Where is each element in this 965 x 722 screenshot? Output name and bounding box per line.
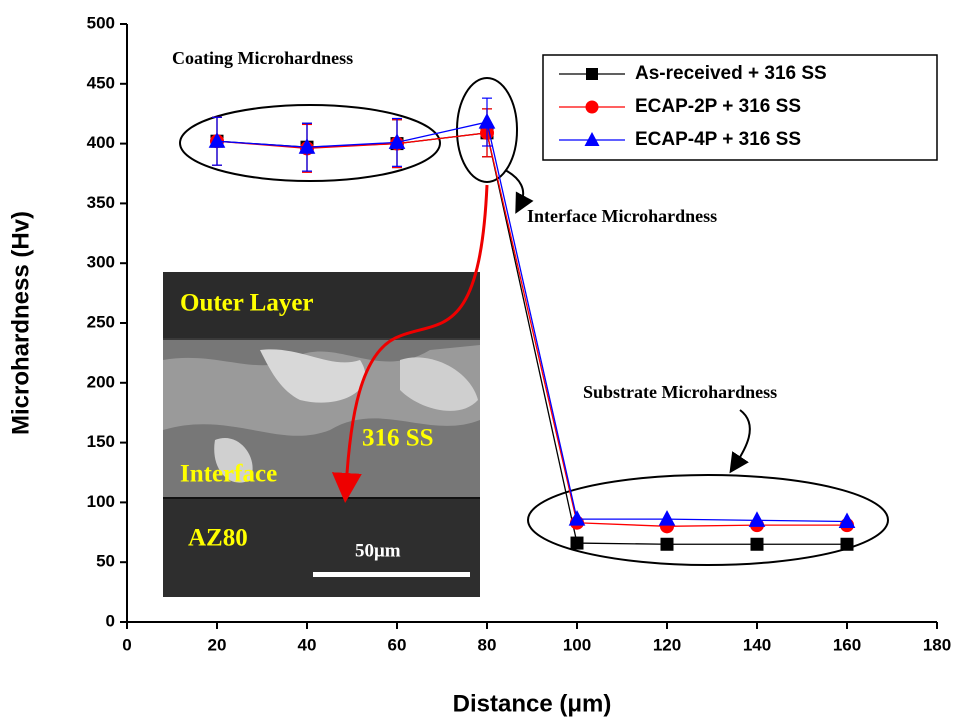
y-tick-label: 250 xyxy=(87,312,115,331)
x-tick-label: 140 xyxy=(743,635,771,654)
x-tick-label: 180 xyxy=(923,635,951,654)
y-tick-label: 300 xyxy=(87,253,115,272)
marker xyxy=(750,512,765,526)
y-tick-label: 400 xyxy=(87,133,115,152)
y-tick-label: 200 xyxy=(87,372,115,391)
x-tick-label: 60 xyxy=(388,635,407,654)
inset-label: AZ80 xyxy=(188,525,248,552)
legend-marker xyxy=(586,68,598,80)
x-tick-label: 0 xyxy=(122,635,131,654)
y-tick-label: 500 xyxy=(87,13,115,32)
marker xyxy=(660,511,675,525)
legend-label: As-received + 316 SS xyxy=(635,63,827,84)
legend-label: ECAP-4P + 316 SS xyxy=(635,129,801,150)
inset-label: Outer Layer xyxy=(180,290,314,317)
inset-label: 316 SS xyxy=(362,425,434,452)
y-tick-label: 150 xyxy=(87,432,115,451)
annotation: Interface Microhardness xyxy=(527,206,717,226)
y-tick-label: 350 xyxy=(87,193,115,212)
inset-label: Interface xyxy=(180,461,277,488)
marker xyxy=(661,538,673,550)
legend-marker xyxy=(586,101,599,114)
x-tick-label: 120 xyxy=(653,635,681,654)
legend-symbol xyxy=(586,101,599,114)
x-tick-label: 80 xyxy=(478,635,497,654)
legend-label: ECAP-2P + 316 SS xyxy=(635,96,801,117)
marker xyxy=(751,538,763,550)
annotation: Coating Microhardness xyxy=(172,48,353,68)
marker xyxy=(480,114,495,128)
y-tick-label: 450 xyxy=(87,73,115,92)
x-tick-label: 20 xyxy=(208,635,227,654)
marker xyxy=(841,538,853,550)
y-tick-label: 50 xyxy=(96,552,115,571)
chart: Outer Layer 316 SS Interface AZ80 50μm C… xyxy=(0,0,965,722)
x-axis-label: Distance (μm) xyxy=(453,690,612,717)
y-axis-label: Microhardness (Hv) xyxy=(7,211,34,435)
y-tick-label: 100 xyxy=(87,492,115,511)
y-tick-label: 0 xyxy=(106,611,115,630)
legend-symbol xyxy=(586,68,598,80)
marker xyxy=(571,537,583,549)
x-tick-label: 40 xyxy=(298,635,317,654)
annotation: Substrate Microhardness xyxy=(583,382,777,402)
x-tick-label: 100 xyxy=(563,635,591,654)
scale-bar-label: 50μm xyxy=(355,540,401,561)
x-tick-label: 160 xyxy=(833,635,861,654)
